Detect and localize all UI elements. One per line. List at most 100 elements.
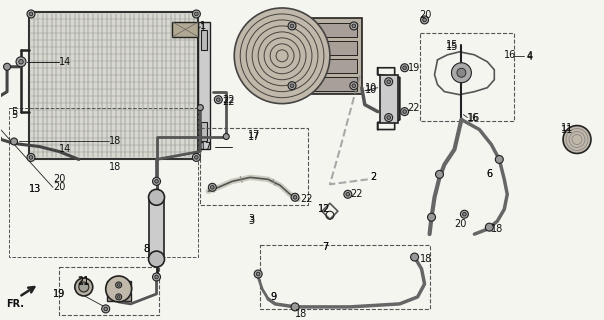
Bar (282, 18, 362, 94)
Bar (198, 22, 210, 149)
Circle shape (149, 251, 164, 267)
Text: 2: 2 (370, 172, 376, 182)
Text: 3: 3 (248, 216, 254, 226)
Circle shape (288, 22, 296, 30)
Circle shape (27, 154, 35, 161)
Bar (29, 12, 198, 159)
Circle shape (563, 125, 591, 154)
Text: 18: 18 (109, 137, 121, 147)
Circle shape (27, 10, 35, 18)
Circle shape (293, 196, 297, 199)
Text: 16: 16 (468, 113, 481, 123)
Bar (149, 197, 164, 259)
Bar (287, 59, 357, 73)
Text: 18: 18 (109, 162, 121, 172)
Text: 15: 15 (446, 40, 458, 50)
Circle shape (428, 213, 435, 221)
Circle shape (155, 275, 158, 279)
Bar (380, 75, 397, 123)
Text: 22: 22 (222, 97, 235, 107)
Circle shape (423, 18, 426, 22)
Text: 19: 19 (53, 289, 65, 299)
Bar (260, 245, 429, 309)
Circle shape (403, 110, 406, 113)
Circle shape (455, 67, 467, 79)
Text: 20: 20 (53, 174, 65, 184)
Circle shape (79, 282, 89, 292)
Text: 14: 14 (59, 144, 71, 155)
Circle shape (4, 63, 10, 70)
Text: 12: 12 (318, 204, 330, 214)
Circle shape (116, 282, 121, 288)
Text: 20: 20 (454, 219, 467, 229)
Text: 8: 8 (144, 244, 150, 254)
Circle shape (291, 193, 299, 201)
Circle shape (104, 307, 108, 311)
Circle shape (486, 223, 493, 231)
Circle shape (194, 12, 198, 16)
Text: 7: 7 (322, 242, 328, 252)
Circle shape (223, 133, 230, 140)
Circle shape (352, 24, 356, 28)
Circle shape (451, 63, 471, 83)
Text: 2: 2 (370, 172, 376, 182)
Text: 6: 6 (486, 169, 492, 180)
Circle shape (75, 278, 93, 296)
Circle shape (403, 66, 406, 69)
Text: 16: 16 (504, 50, 516, 60)
Circle shape (193, 10, 201, 18)
Circle shape (288, 82, 296, 90)
Circle shape (458, 70, 464, 76)
Circle shape (344, 190, 352, 198)
Circle shape (198, 105, 204, 111)
Circle shape (153, 177, 161, 185)
Text: 21: 21 (77, 277, 89, 287)
Circle shape (194, 156, 198, 159)
Circle shape (400, 64, 409, 72)
Bar (107, 281, 130, 289)
Text: 22: 22 (300, 194, 312, 204)
Circle shape (116, 294, 121, 300)
Circle shape (106, 276, 132, 302)
Circle shape (400, 108, 409, 116)
Text: 5: 5 (11, 107, 18, 116)
Circle shape (352, 84, 356, 87)
Text: 13: 13 (29, 184, 41, 194)
Text: 20: 20 (420, 10, 432, 20)
Circle shape (420, 16, 429, 24)
Circle shape (234, 8, 330, 104)
Circle shape (411, 253, 419, 261)
Text: 19: 19 (53, 289, 65, 299)
Text: 8: 8 (144, 244, 150, 254)
Text: 15: 15 (446, 42, 458, 52)
Circle shape (208, 183, 216, 191)
Circle shape (211, 186, 214, 189)
Circle shape (101, 305, 110, 313)
Circle shape (117, 296, 120, 298)
Circle shape (256, 272, 260, 276)
Text: 17: 17 (248, 130, 260, 140)
Text: 6: 6 (486, 169, 492, 180)
Circle shape (495, 156, 503, 164)
Circle shape (350, 82, 358, 90)
Circle shape (457, 68, 466, 77)
Circle shape (216, 98, 220, 101)
Circle shape (214, 96, 222, 104)
Circle shape (16, 57, 26, 67)
Circle shape (155, 180, 158, 183)
Circle shape (387, 80, 390, 84)
Circle shape (10, 138, 18, 145)
Text: 7: 7 (322, 242, 328, 252)
Bar (173, 22, 198, 37)
Circle shape (29, 156, 33, 159)
Circle shape (387, 116, 390, 119)
Text: 13: 13 (29, 184, 41, 194)
Text: 4: 4 (526, 52, 532, 62)
Text: 16: 16 (467, 113, 480, 123)
Text: 18: 18 (491, 224, 504, 234)
Circle shape (460, 210, 468, 218)
Text: FR.: FR. (6, 299, 24, 309)
Text: 10: 10 (365, 85, 377, 95)
Text: 9: 9 (270, 292, 276, 302)
Text: 22: 22 (222, 95, 235, 105)
